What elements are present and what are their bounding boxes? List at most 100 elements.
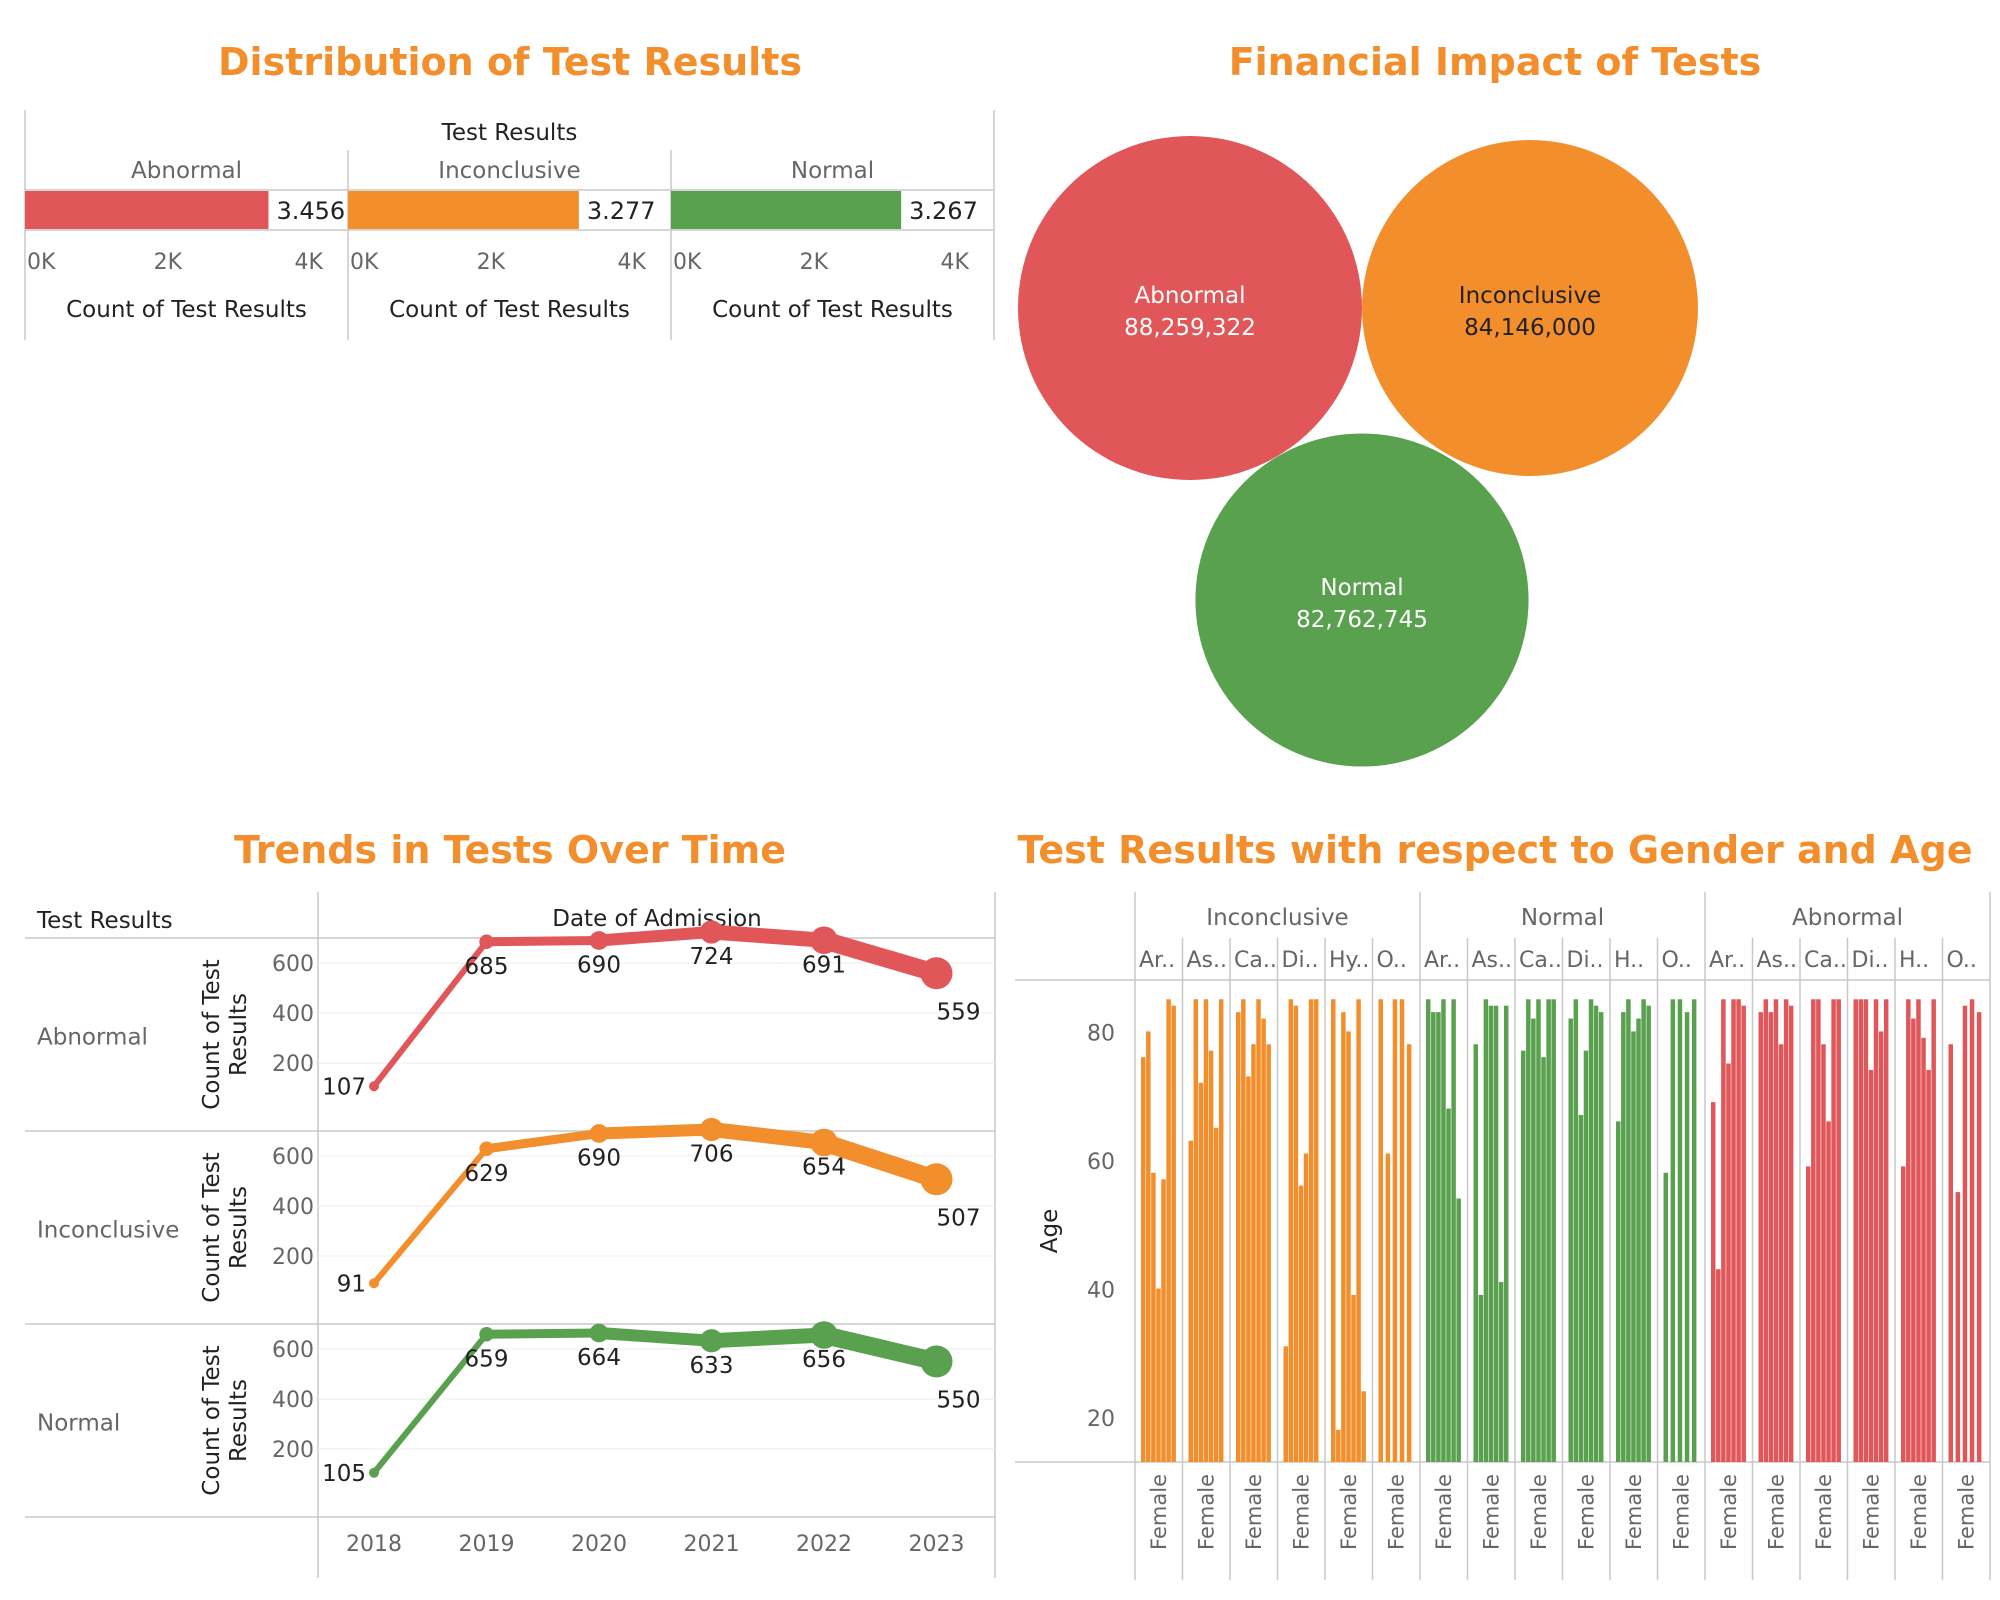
age-bar [1711, 1102, 1716, 1462]
age-bar [1392, 999, 1398, 1462]
data-label: 685 [465, 954, 509, 980]
bar-value-label: 3.456 [276, 197, 345, 225]
y-axis-title: Age [1037, 1209, 1063, 1253]
age-bar [1573, 999, 1579, 1462]
data-label: 654 [802, 1155, 846, 1181]
age-bar [1621, 1012, 1626, 1462]
series-line-segment [371, 1331, 490, 1476]
series-line-segment [704, 1122, 832, 1150]
trends-title: Trends in Tests Over Time [233, 828, 787, 872]
subgroup-label: H.. [1899, 948, 1929, 973]
line-point [589, 931, 609, 950]
age-bar [1546, 999, 1551, 1462]
line-point [920, 957, 953, 990]
gender-label: Female [1289, 1474, 1313, 1550]
x-tick-label: 2022 [796, 1532, 852, 1557]
age-bar [1236, 1012, 1241, 1462]
age-bar [1598, 1012, 1604, 1462]
age-bar [1241, 999, 1246, 1462]
age-bar [1684, 1012, 1690, 1462]
x-axis-title: Count of Test Results [712, 297, 953, 323]
age-bar [1456, 1198, 1461, 1462]
age-bar [1166, 999, 1171, 1462]
age-bar [1836, 999, 1841, 1462]
age-bar [1916, 999, 1921, 1462]
x-axis-title: Count of Test Results [389, 297, 630, 323]
line-point [920, 1163, 953, 1196]
gender-label: Female [1954, 1474, 1978, 1550]
age-bar [1626, 999, 1631, 1462]
gender-label: Female [1859, 1474, 1883, 1550]
line-point [369, 1081, 379, 1092]
line-point [810, 1128, 838, 1157]
y-axis-title: Count of TestResults [199, 1345, 252, 1495]
line-point [699, 1117, 724, 1142]
x-tick-label: 0K [27, 250, 56, 275]
age-bar [1256, 999, 1261, 1462]
group-header: Inconclusive [1206, 905, 1348, 931]
subgroup-label: Ca.. [1234, 948, 1277, 973]
data-label: 691 [802, 952, 846, 978]
line-point [589, 1124, 609, 1143]
category-header: Inconclusive [438, 158, 580, 184]
age-bar [1736, 999, 1741, 1462]
age-bar [1536, 999, 1541, 1462]
line-point [479, 1141, 494, 1156]
age-bar [1768, 1012, 1774, 1462]
bubble-label: Inconclusive [1459, 283, 1601, 309]
age-bar [1976, 1012, 1982, 1462]
y-tick-label: 400 [272, 1388, 314, 1413]
age-bar [1593, 1005, 1599, 1462]
bubble-value: 82,762,745 [1296, 607, 1428, 633]
age-bar [1298, 1185, 1304, 1462]
age-bar [1406, 1044, 1412, 1462]
x-tick-label: 2023 [909, 1532, 965, 1557]
age-bar [1551, 999, 1556, 1462]
gender-label: Female [1907, 1474, 1931, 1550]
column-header: Test Results [441, 120, 578, 146]
age-bar [1716, 1269, 1721, 1462]
age-bar [1811, 999, 1816, 1462]
age-bar [1731, 999, 1736, 1462]
gender-label: Female [1147, 1474, 1171, 1550]
line-point [699, 920, 724, 944]
x-tick-label: 2K [800, 250, 829, 275]
subgroup-label: O.. [1947, 948, 1977, 973]
age-bar [1641, 999, 1646, 1462]
age-bar [1863, 999, 1869, 1462]
gender-label: Female [1574, 1474, 1598, 1550]
y-axis-title: Count of TestResults [199, 1152, 252, 1302]
gender-label: Female [1717, 1474, 1741, 1550]
x-tick-label: 2K [154, 250, 183, 275]
age-bar [1436, 1012, 1441, 1462]
gender-label: Female [1337, 1474, 1361, 1550]
y-tick-label: 600 [272, 1145, 314, 1170]
age-bar [1858, 999, 1864, 1462]
age-bar [1171, 1005, 1176, 1462]
series-line-segment [593, 926, 718, 947]
age-bar [1948, 1044, 1953, 1462]
age-bar [1758, 1012, 1763, 1462]
financial-bubble-chart: Abnormal 88,259,322 Inconclusive 84,146,000… [1018, 136, 1698, 767]
data-label: 107 [322, 1074, 366, 1100]
age-bar [1441, 999, 1446, 1462]
x-tick-label: 2021 [684, 1532, 740, 1557]
age-bar [1821, 1044, 1826, 1462]
series-line-segment [815, 931, 946, 983]
age-bar [1826, 1121, 1831, 1462]
age-bar [1691, 999, 1697, 1462]
age-bar [1188, 1140, 1193, 1462]
age-bar [1868, 1069, 1874, 1462]
age-bar [1783, 999, 1789, 1462]
series-line-segment [704, 924, 832, 948]
age-bar [1588, 999, 1594, 1462]
subgroup-label: Ar.. [1709, 948, 1745, 973]
y-tick-label: 80 [1087, 1021, 1115, 1046]
data-label: 664 [577, 1345, 621, 1371]
age-bar [1336, 1429, 1341, 1462]
age-bar [1161, 1179, 1166, 1462]
age-bar [1962, 1005, 1968, 1462]
age-bar [1141, 1057, 1146, 1462]
subgroup-label: Ar.. [1424, 948, 1460, 973]
age-bar [1631, 1031, 1636, 1462]
